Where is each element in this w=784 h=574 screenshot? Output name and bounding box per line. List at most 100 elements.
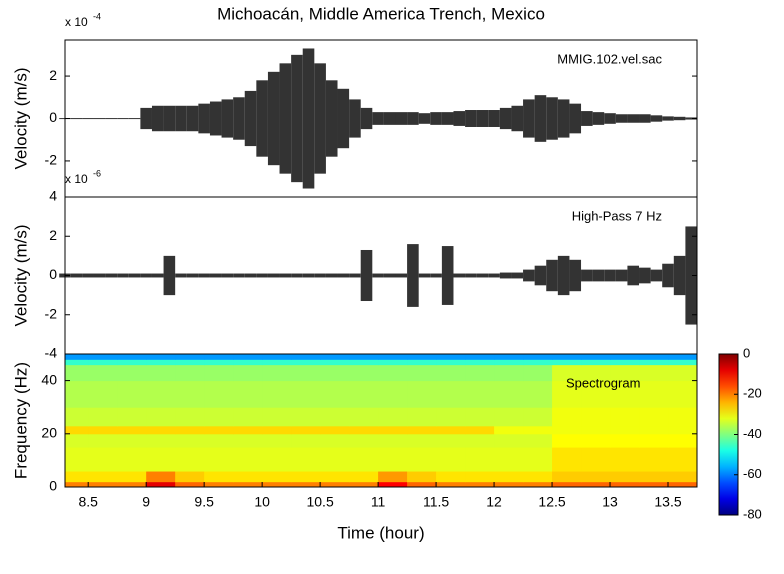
waveform-amplitude [569, 104, 581, 134]
waveform-amplitude [569, 260, 581, 291]
waveform-amplitude [558, 256, 570, 295]
y-multiplier-exponent: -4 [93, 11, 101, 21]
heatmap-cell [291, 426, 320, 434]
heatmap-cell [204, 354, 233, 360]
waveform-amplitude [129, 274, 141, 278]
waveform-amplitude [627, 114, 639, 122]
heatmap-cell [494, 365, 523, 381]
heatmap-cell [523, 359, 552, 365]
waveform-amplitude [338, 89, 350, 148]
waveform-amplitude [268, 274, 280, 278]
waveform-amplitude [326, 274, 338, 278]
waveform-amplitude [442, 112, 454, 125]
waveform-amplitude [465, 274, 477, 278]
waveform-amplitude [303, 274, 315, 278]
y-tick-label: 0 [49, 266, 57, 282]
heatmap-cell [204, 434, 233, 448]
heatmap-cell [320, 471, 349, 482]
waveform-amplitude [372, 274, 384, 278]
heatmap-cell [610, 407, 639, 426]
heatmap-cell [639, 407, 668, 426]
heatmap-cell [668, 407, 697, 426]
heatmap-cell [349, 359, 378, 365]
waveform-amplitude [593, 270, 605, 282]
waveform-amplitude [523, 99, 535, 137]
waveform-amplitude [442, 246, 454, 305]
heatmap-cell [320, 354, 349, 360]
heatmap-cell [349, 471, 378, 482]
waveform-amplitude [651, 115, 663, 121]
heatmap-cell [262, 381, 291, 408]
heatmap-cell [88, 407, 117, 426]
heatmap-cell [88, 354, 117, 360]
waveform-amplitude [361, 250, 373, 301]
heatmap-cell [668, 434, 697, 448]
waveform-amplitude [535, 266, 547, 286]
heatmap-cell [407, 407, 436, 426]
waveform-amplitude [523, 270, 535, 282]
heatmap-cell [465, 447, 494, 471]
heatmap-cell [175, 354, 204, 360]
heatmap-cell [291, 407, 320, 426]
heatmap-cell [407, 447, 436, 471]
waveform-amplitude [175, 274, 187, 278]
waveform-amplitude [117, 118, 129, 119]
y-tick-label: 0 [49, 478, 57, 494]
waveform-amplitude [129, 118, 141, 119]
heatmap-cell [668, 381, 697, 408]
heatmap-cell [233, 434, 262, 448]
waveform-amplitude [314, 63, 326, 173]
waveform-amplitude [280, 274, 292, 278]
heatmap-cell [378, 365, 407, 381]
waveform-amplitude [233, 97, 245, 139]
chart: Michoacán, Middle America Trench, Mexico… [0, 0, 784, 574]
waveform-amplitude [488, 110, 500, 127]
heatmap-cell [494, 434, 523, 448]
heatmap-cell [88, 365, 117, 381]
heatmap-cell [639, 359, 668, 365]
heatmap-cell [494, 381, 523, 408]
heatmap-cell [407, 354, 436, 360]
heatmap-cell [349, 365, 378, 381]
waveform-amplitude [419, 274, 431, 278]
heatmap-cell [204, 407, 233, 426]
waveform-amplitude [384, 112, 396, 125]
waveform-amplitude [488, 274, 500, 278]
heatmap-cell [610, 434, 639, 448]
heatmap-cell [146, 447, 175, 471]
waveform-amplitude [280, 63, 292, 173]
waveform-amplitude [662, 116, 674, 120]
heatmap-cell [523, 434, 552, 448]
heatmap-cell [65, 447, 89, 471]
heatmap-cell [204, 426, 233, 434]
waveform-amplitude [453, 274, 465, 278]
heatmap-cell [552, 447, 581, 471]
heatmap-cell [262, 407, 291, 426]
heatmap-cell [175, 381, 204, 408]
waveform-amplitude [581, 111, 593, 126]
heatmap-cell [175, 434, 204, 448]
heatmap-cell [88, 447, 117, 471]
waveform-amplitude [82, 274, 94, 278]
waveform-amplitude [349, 274, 361, 278]
x-tick-label: 12.5 [538, 494, 565, 510]
heatmap-cell [407, 359, 436, 365]
heatmap-cell [494, 447, 523, 471]
waveform-amplitude [511, 106, 523, 131]
heatmap-cell [436, 354, 465, 360]
heatmap-cell [146, 354, 175, 360]
y-tick-label: 40 [41, 371, 57, 387]
heatmap-cell [233, 426, 262, 434]
heatmap-cell [436, 471, 465, 482]
waveform-amplitude [314, 274, 326, 278]
heatmap-cell [581, 407, 610, 426]
heatmap-cell [581, 426, 610, 434]
waveform-amplitude [419, 113, 431, 124]
heatmap-cell [204, 381, 233, 408]
waveform-amplitude [291, 274, 303, 278]
heatmap-cell [146, 381, 175, 408]
heatmap-cell [523, 354, 552, 360]
heatmap-cell [65, 471, 89, 482]
heatmap-cell [639, 434, 668, 448]
heatmap-cell [291, 354, 320, 360]
